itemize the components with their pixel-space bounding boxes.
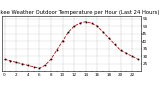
Title: Milwaukee Weather Outdoor Temperature per Hour (Last 24 Hours): Milwaukee Weather Outdoor Temperature pe…	[0, 10, 160, 15]
